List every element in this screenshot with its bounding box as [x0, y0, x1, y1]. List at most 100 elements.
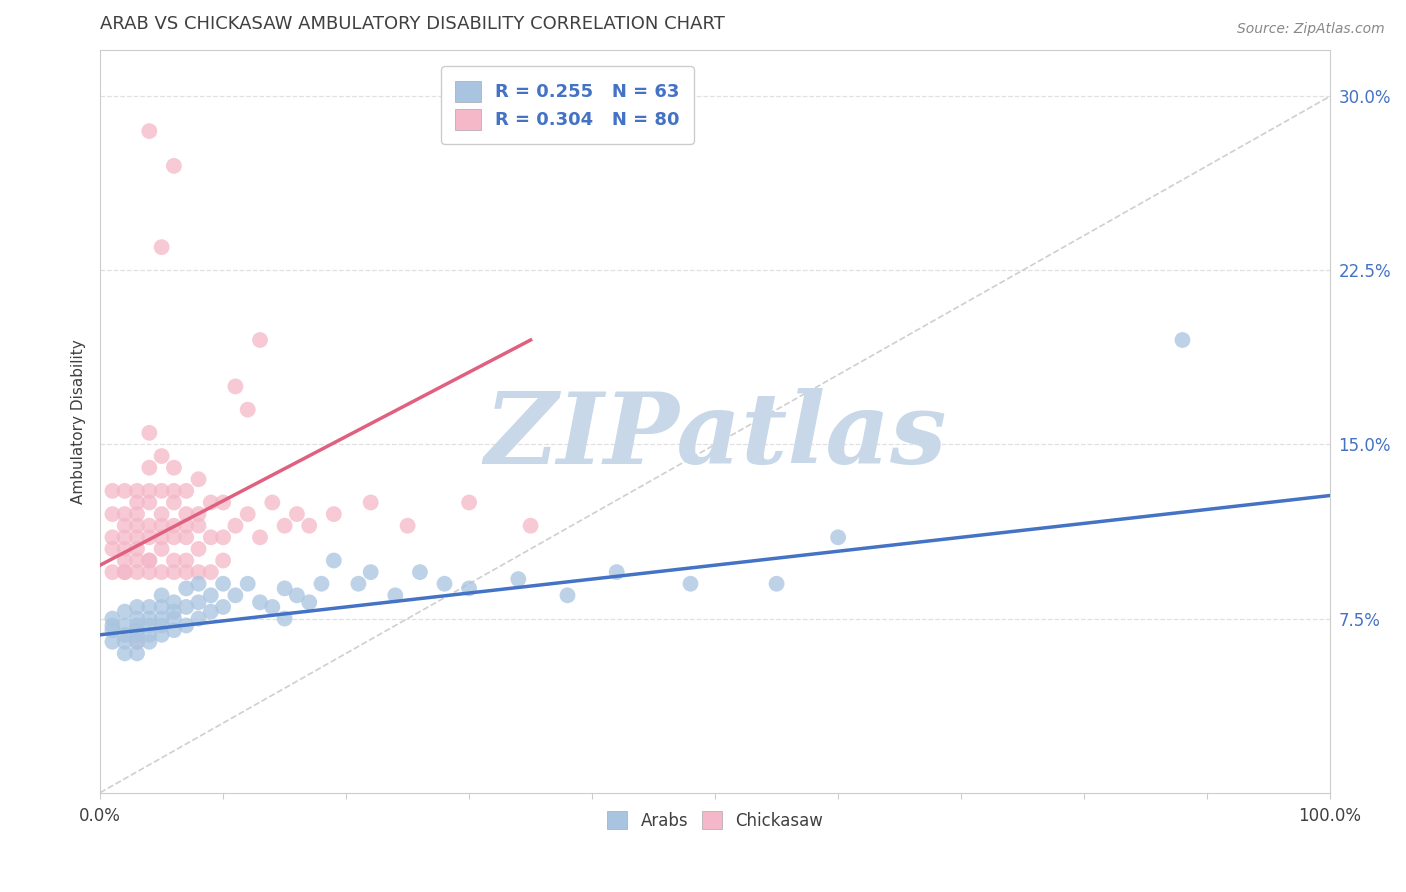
Point: [138, 460, 160, 475]
Point: [125, 483, 148, 498]
Point: [138, 425, 160, 440]
Point: [224, 588, 246, 602]
Point: [150, 588, 173, 602]
Point: [163, 553, 186, 567]
Point: [125, 495, 148, 509]
Point: [200, 605, 222, 619]
Point: [519, 518, 541, 533]
Point: [125, 518, 148, 533]
Point: [138, 611, 160, 625]
Point: [150, 449, 173, 463]
Point: [827, 530, 849, 544]
Point: [679, 576, 702, 591]
Legend: Arabs, Chickasaw: Arabs, Chickasaw: [600, 805, 830, 837]
Point: [224, 379, 246, 393]
Point: [101, 634, 124, 648]
Point: [174, 507, 197, 521]
Point: [508, 572, 530, 586]
Point: [174, 518, 197, 533]
Point: [138, 518, 160, 533]
Point: [236, 576, 259, 591]
Point: [285, 588, 308, 602]
Point: [114, 518, 136, 533]
Point: [138, 565, 160, 579]
Point: [138, 553, 160, 567]
Point: [224, 518, 246, 533]
Point: [138, 599, 160, 614]
Point: [138, 495, 160, 509]
Point: [187, 507, 209, 521]
Point: [125, 634, 148, 648]
Point: [101, 541, 124, 556]
Point: [212, 599, 235, 614]
Point: [273, 518, 295, 533]
Point: [273, 611, 295, 625]
Point: [174, 618, 197, 632]
Point: [200, 588, 222, 602]
Point: [138, 553, 160, 567]
Point: [458, 582, 481, 596]
Point: [249, 595, 271, 609]
Point: [150, 483, 173, 498]
Point: [138, 628, 160, 642]
Point: [150, 518, 173, 533]
Text: ZIPatlas: ZIPatlas: [484, 388, 946, 484]
Point: [163, 623, 186, 637]
Point: [174, 565, 197, 579]
Point: [150, 611, 173, 625]
Point: [125, 541, 148, 556]
Point: [187, 595, 209, 609]
Point: [322, 553, 344, 567]
Point: [101, 611, 124, 625]
Point: [187, 576, 209, 591]
Point: [163, 518, 186, 533]
Point: [249, 530, 271, 544]
Point: [101, 565, 124, 579]
Point: [101, 618, 124, 632]
Point: [101, 623, 124, 637]
Point: [114, 634, 136, 648]
Point: [163, 460, 186, 475]
Point: [138, 124, 160, 138]
Point: [298, 518, 321, 533]
Point: [163, 605, 186, 619]
Point: [433, 576, 456, 591]
Point: [200, 565, 222, 579]
Point: [174, 599, 197, 614]
Point: [212, 576, 235, 591]
Point: [125, 530, 148, 544]
Point: [384, 588, 406, 602]
Point: [163, 611, 186, 625]
Point: [187, 565, 209, 579]
Point: [114, 553, 136, 567]
Point: [187, 541, 209, 556]
Point: [150, 618, 173, 632]
Point: [114, 605, 136, 619]
Point: [125, 623, 148, 637]
Point: [557, 588, 579, 602]
Point: [125, 646, 148, 660]
Point: [125, 599, 148, 614]
Point: [360, 565, 382, 579]
Point: [262, 495, 284, 509]
Point: [125, 611, 148, 625]
Text: ARAB VS CHICKASAW AMBULATORY DISABILITY CORRELATION CHART: ARAB VS CHICKASAW AMBULATORY DISABILITY …: [100, 15, 725, 33]
Point: [187, 518, 209, 533]
Point: [101, 483, 124, 498]
Point: [114, 646, 136, 660]
Point: [174, 553, 197, 567]
Point: [163, 483, 186, 498]
Point: [262, 599, 284, 614]
Point: [236, 402, 259, 417]
Point: [212, 495, 235, 509]
Point: [285, 507, 308, 521]
Point: [138, 483, 160, 498]
Point: [163, 565, 186, 579]
Point: [200, 530, 222, 544]
Point: [163, 495, 186, 509]
Point: [138, 634, 160, 648]
Point: [174, 530, 197, 544]
Point: [150, 240, 173, 254]
Point: [114, 628, 136, 642]
Point: [360, 495, 382, 509]
